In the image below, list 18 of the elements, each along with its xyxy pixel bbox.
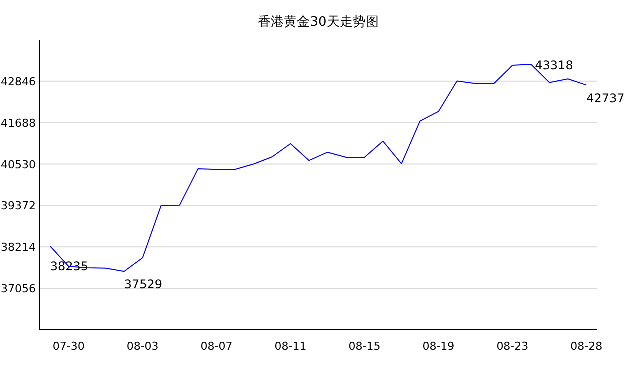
y-tick-label: 42846 bbox=[1, 75, 36, 88]
x-tick-label: 07-30 bbox=[52, 340, 85, 353]
data-label: 43318 bbox=[535, 58, 574, 73]
y-tick-label: 37056 bbox=[1, 282, 36, 296]
y-tick-label: 38214 bbox=[1, 241, 36, 254]
y-tick-label: 41688 bbox=[1, 116, 36, 130]
x-tick-label: 08-03 bbox=[126, 340, 159, 353]
chart-title: 香港黄金30天走势图 bbox=[258, 15, 379, 30]
x-tick-label: 08-23 bbox=[496, 340, 529, 353]
y-tick-label: 39372 bbox=[1, 200, 36, 213]
data-label: 42737 bbox=[586, 91, 625, 106]
x-tick-label: 08-11 bbox=[274, 340, 307, 353]
x-tick-label: 08-15 bbox=[348, 340, 381, 353]
x-tick-label: 08-28 bbox=[570, 340, 603, 353]
x-tick-label: 08-07 bbox=[200, 340, 233, 353]
y-tick-label: 40530 bbox=[1, 158, 36, 172]
x-tick-label: 08-19 bbox=[422, 340, 455, 353]
data-label: 37529 bbox=[124, 278, 163, 292]
